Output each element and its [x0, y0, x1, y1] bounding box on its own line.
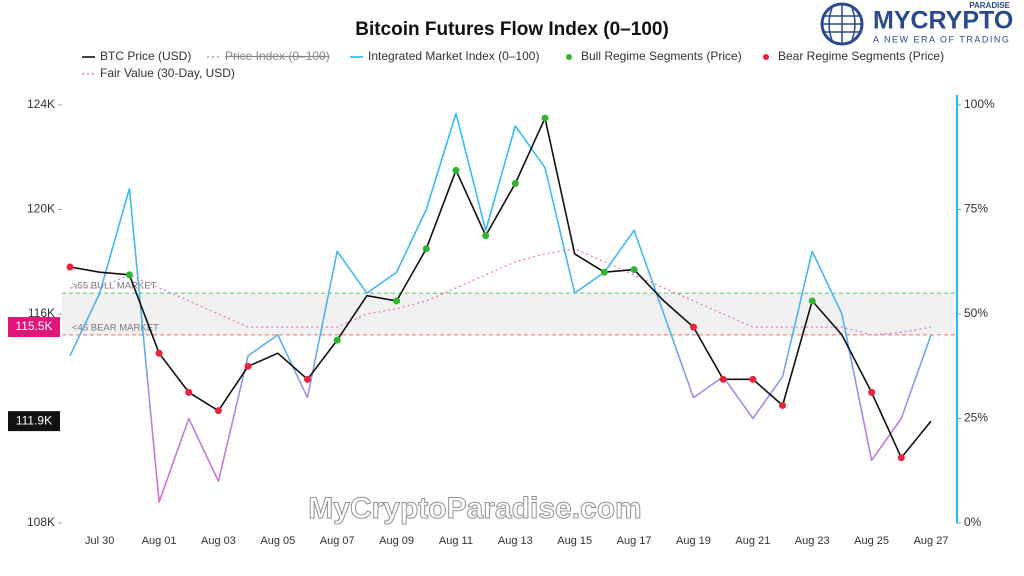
price-label: 115.5K: [15, 319, 52, 333]
legend-label[interactable]: Bull Regime Segments (Price): [581, 49, 742, 63]
price-label-box: [8, 317, 60, 338]
series-line: [70, 248, 932, 336]
y-tick-label: 108K: [27, 515, 55, 529]
x-tick-label: Aug 13: [498, 535, 533, 547]
regime-marker: [244, 362, 252, 370]
threshold-label: <45 BEAR MARKET: [72, 322, 159, 333]
y2-tick-label: 25%: [964, 411, 988, 425]
threshold-band: [62, 293, 955, 335]
chart-title: Bitcoin Futures Flow Index (0–100): [355, 19, 669, 40]
regime-marker: [719, 375, 727, 383]
x-tick-label: Aug 27: [914, 535, 949, 547]
y2-tick-label: 75%: [964, 202, 988, 216]
regime-marker: [304, 375, 312, 383]
regime-marker: [779, 401, 787, 409]
x-tick-label: Aug 15: [557, 535, 592, 547]
regime-marker: [897, 454, 905, 462]
y-tick-label: 124K: [27, 97, 55, 111]
y2-tick-label: 50%: [964, 306, 988, 320]
watermark: MyCryptoParadise.com: [308, 492, 641, 525]
y-tick-label: 120K: [27, 202, 55, 216]
price-label: 111.9K: [16, 413, 52, 427]
legend-swatch: [763, 54, 769, 60]
series-line: [69, 112, 932, 503]
x-tick-label: Aug 11: [439, 535, 473, 547]
x-tick-label: Aug 23: [795, 535, 830, 547]
regime-marker: [630, 266, 638, 274]
threshold-label: >55 BULL MARKET: [72, 281, 157, 292]
logo-grid: [822, 4, 862, 44]
regime-marker: [689, 323, 697, 331]
logo-name: MYCRYPTO: [873, 7, 1013, 35]
x-tick-label: Aug 09: [379, 535, 414, 547]
regime-marker: [66, 263, 74, 271]
regime-marker: [393, 297, 401, 305]
x-tick-label: Aug 05: [260, 535, 295, 547]
logo-tagline: A NEW ERA OF TRADING: [873, 34, 1010, 44]
series-line: [69, 117, 932, 459]
regime-marker: [749, 375, 757, 383]
x-tick-label: Aug 07: [320, 535, 355, 547]
regime-marker: [452, 166, 460, 174]
regime-marker: [511, 179, 519, 187]
y2-tick-label: 100%: [964, 97, 995, 111]
regime-marker: [214, 407, 222, 415]
price-label-box: [8, 411, 60, 432]
regime-marker: [808, 297, 816, 305]
regime-marker: [155, 349, 163, 357]
logo-suffix: PARADISE: [969, 1, 1010, 10]
legend-swatch: [566, 54, 572, 60]
x-tick-label: Aug 25: [854, 535, 889, 547]
regime-marker: [422, 245, 430, 253]
regime-marker: [600, 268, 608, 276]
regime-marker: [868, 388, 876, 396]
legend-label[interactable]: Integrated Market Index (0–100): [368, 49, 539, 63]
x-tick-label: Jul 30: [85, 535, 114, 547]
legend-label[interactable]: Price Index (0–100): [225, 49, 330, 63]
logo: MYCRYPTO PARADISE A NEW ERA OF TRADING: [820, 1, 1013, 46]
regime-marker: [482, 232, 490, 240]
y2-tick-label: 0%: [964, 515, 982, 529]
x-tick-label: Aug 17: [617, 535, 652, 547]
x-tick-label: Aug 21: [735, 535, 770, 547]
regime-marker: [333, 336, 341, 344]
x-tick-label: Aug 01: [142, 535, 177, 547]
x-tick-label: Aug 19: [676, 535, 711, 547]
regime-marker: [125, 271, 133, 279]
legend-label[interactable]: Fair Value (30-Day, USD): [100, 66, 235, 80]
legend-label[interactable]: BTC Price (USD): [100, 49, 191, 63]
x-tick-label: Aug 03: [201, 535, 236, 547]
regime-marker: [541, 114, 549, 122]
legend-label[interactable]: Bear Regime Segments (Price): [778, 49, 944, 63]
y-tick-label: 116K: [28, 306, 55, 320]
regime-marker: [185, 388, 193, 396]
